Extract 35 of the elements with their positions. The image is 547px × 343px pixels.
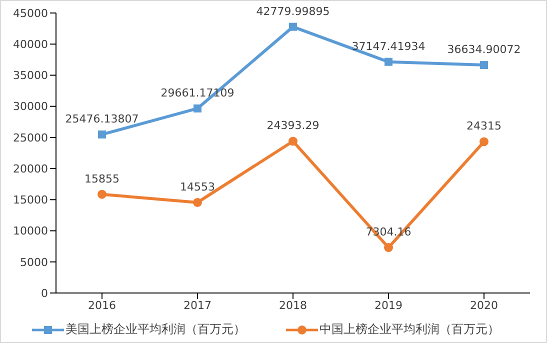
point <box>193 198 202 207</box>
x-tick-label: 2018 <box>279 298 307 312</box>
data-label: 36634.90072 <box>447 43 521 56</box>
y-tick-label: 45000 <box>13 6 48 20</box>
point <box>480 137 488 146</box>
x-tick-label: 2020 <box>470 298 498 312</box>
legend-label: 中国上榜企业平均利润（百万元） <box>320 321 500 338</box>
y-tick-label: 30000 <box>13 100 48 114</box>
point <box>98 190 106 199</box>
point <box>288 136 298 146</box>
point <box>194 104 202 112</box>
y-tick-label: 35000 <box>13 69 48 82</box>
y-tick-label: 5000 <box>20 256 48 269</box>
data-label: 37147.41934 <box>352 40 426 53</box>
y-tick-label: 25000 <box>13 131 48 144</box>
legend-label: 美国上榜企业平均利润（百万元） <box>66 321 246 338</box>
point <box>98 130 106 138</box>
y-tick-label: 0 <box>41 286 48 300</box>
y-tick-label: 15000 <box>13 194 48 207</box>
data-label: 24393.29 <box>266 119 320 132</box>
data-label: 42779.99895 <box>256 4 330 18</box>
y-tick-label: 10000 <box>13 224 48 238</box>
point <box>289 22 297 31</box>
data-label: 25476.13807 <box>65 112 139 126</box>
data-label: 24315 <box>466 120 502 133</box>
y-tick-label: 40000 <box>13 38 48 52</box>
x-tick-label: 2019 <box>374 298 402 312</box>
x-tick-label: 2016 <box>88 298 116 312</box>
data-label: 14553 <box>180 180 215 194</box>
data-label: 15855 <box>84 172 120 186</box>
point <box>480 61 488 70</box>
point <box>384 58 392 66</box>
x-tick-label: 2017 <box>184 298 212 312</box>
y-tick-label: 20000 <box>13 162 48 176</box>
point <box>384 243 393 252</box>
